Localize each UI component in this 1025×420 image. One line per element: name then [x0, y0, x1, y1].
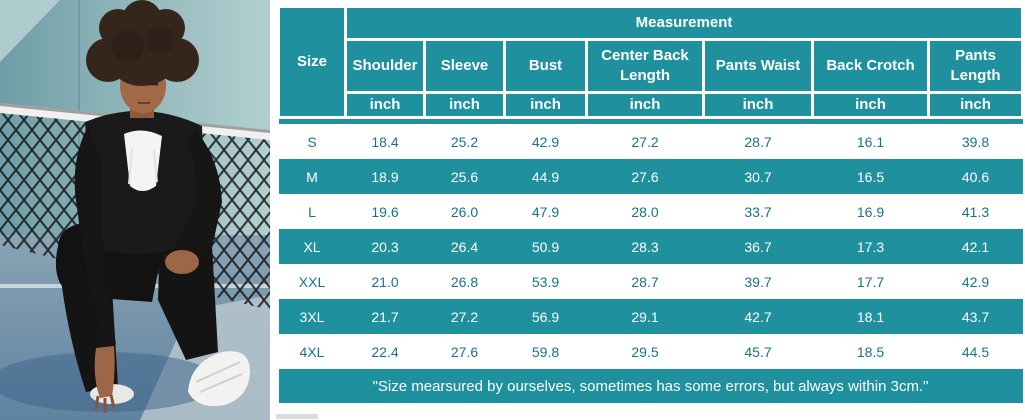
value-cell: 18.1 [812, 299, 929, 334]
person-figure [55, 0, 250, 413]
tee-shirt [124, 130, 162, 191]
value-cell: 27.2 [631, 133, 659, 150]
value-cell: 26.8 [450, 273, 479, 290]
value-cell: 26.4 [424, 229, 505, 264]
value-cell: 59.8 [531, 343, 560, 360]
value-cell: 17.7 [856, 273, 885, 290]
column-header-pants-length: Pants Length [926, 38, 1025, 94]
value-cell: 36.7 [703, 229, 813, 264]
value-cell: 45.7 [744, 343, 772, 360]
unit-cell: inch [926, 91, 1025, 119]
value-cell: 29.1 [586, 299, 704, 334]
value-cell: 50.9 [504, 229, 587, 264]
product-photo [0, 0, 270, 420]
table-row-s: S 18.4 25.2 42.9 27.2 28.7 16.1 39.8 [279, 124, 1023, 159]
value-cell: 22.4 [371, 343, 399, 360]
size-cell: S [307, 133, 317, 150]
value-cell: 33.7 [744, 203, 772, 220]
table-row-4xl: 4XL 22.4 27.6 59.8 29.5 45.7 18.5 44.5 [279, 334, 1023, 369]
value-cell: 30.7 [703, 159, 813, 194]
value-cell: 18.9 [345, 159, 425, 194]
size-cell: XXL [298, 273, 326, 290]
value-cell: 21.7 [345, 299, 425, 334]
column-header-pants-waist: Pants Waist [702, 38, 814, 94]
value-cell: 41.3 [961, 203, 990, 220]
cropped-text-fragment [276, 414, 318, 419]
value-cell: 28.7 [631, 273, 659, 290]
column-header-center-back-length: Center Back Length [585, 38, 705, 94]
unit-cell: inch [585, 91, 705, 119]
unit-cell: inch [503, 91, 588, 119]
value-cell: 25.6 [424, 159, 505, 194]
value-cell: 42.9 [961, 273, 990, 290]
table-row-3xl: 3XL 21.7 27.2 56.9 29.1 42.7 18.1 43.7 [278, 299, 1023, 334]
value-cell: 18.5 [856, 343, 885, 360]
unit-cell: inch [811, 91, 930, 119]
value-cell: 19.6 [371, 203, 399, 220]
afro-hair [86, 0, 199, 86]
unit-cell: inch [423, 91, 506, 119]
value-cell: 27.2 [424, 299, 505, 334]
value-cell: 27.6 [586, 159, 704, 194]
value-cell: 44.9 [504, 159, 587, 194]
unit-cell: inch [702, 91, 814, 119]
size-cell: 4XL [299, 343, 325, 360]
hoodie-drawstrings [128, 147, 158, 185]
measurement-header-cell: Measurement [343, 5, 1025, 41]
value-cell: 47.9 [531, 203, 560, 220]
value-cell: 16.5 [812, 159, 929, 194]
size-chart: Size Measurement Shoulder Sleeve Bust Ce… [277, 5, 1025, 403]
value-cell: 21.0 [371, 273, 399, 290]
hoodie-right-arm [174, 130, 222, 266]
value-cell: 43.7 [928, 299, 1023, 334]
value-cell: 17.3 [812, 229, 929, 264]
column-header-bust: Bust [503, 38, 588, 94]
table-row-xxl: XXL 21.0 26.8 53.9 28.7 39.7 17.7 42.9 [279, 264, 1023, 299]
value-cell: 16.1 [856, 133, 885, 150]
value-cell: 44.5 [961, 343, 990, 360]
tennis-court-scene [0, 0, 270, 420]
value-cell: 27.6 [450, 343, 479, 360]
sneaker-laces [195, 361, 243, 393]
size-cell: M [278, 159, 346, 194]
wall-light-wedge [0, 0, 60, 62]
hoodie-left-arm [74, 126, 116, 348]
footnote-row: "Size mearsured by ourselves, sometimes … [278, 369, 1023, 403]
value-cell: 42.9 [531, 133, 560, 150]
value-cell: 53.9 [531, 273, 560, 290]
table-row-m: M 18.9 25.6 44.9 27.6 30.7 16.5 40.6 [278, 159, 1023, 194]
value-cell: 25.2 [450, 133, 479, 150]
value-cell: 20.3 [345, 229, 425, 264]
hand-on-ground [94, 346, 115, 398]
value-cell: 39.8 [961, 133, 990, 150]
value-cell: 56.9 [504, 299, 587, 334]
value-cell: 39.7 [744, 273, 772, 290]
table-row-xl: XL 20.3 26.4 50.9 28.3 36.7 17.3 42.1 [278, 229, 1023, 264]
column-header-sleeve: Sleeve [423, 38, 506, 94]
table-row-l: L 19.6 26.0 47.9 28.0 33.7 16.9 41.3 [279, 194, 1023, 229]
size-cell: L [308, 203, 316, 220]
value-cell: 29.5 [631, 343, 659, 360]
value-cell: 42.1 [928, 229, 1023, 264]
column-header-back-crotch: Back Crotch [811, 38, 930, 94]
header-bottom-strip [278, 117, 1023, 124]
hand-on-knee [165, 250, 199, 274]
size-table: Size Measurement Shoulder Sleeve Bust Ce… [277, 5, 1025, 403]
value-cell: 18.4 [371, 133, 399, 150]
value-cell: 28.7 [744, 133, 772, 150]
column-header-shoulder: Shoulder [344, 38, 426, 94]
unit-cell: inch [344, 91, 426, 119]
value-cell: 42.7 [703, 299, 813, 334]
fingers [94, 394, 116, 413]
value-cell: 40.6 [928, 159, 1023, 194]
value-cell: 28.0 [631, 203, 659, 220]
size-cell: XL [278, 229, 346, 264]
footnote-text: "Size mearsured by ourselves, sometimes … [278, 369, 1023, 403]
size-header-cell: Size [277, 5, 347, 119]
value-cell: 26.0 [450, 203, 479, 220]
size-cell: 3XL [278, 299, 346, 334]
value-cell: 16.9 [856, 203, 885, 220]
value-cell: 28.3 [586, 229, 704, 264]
